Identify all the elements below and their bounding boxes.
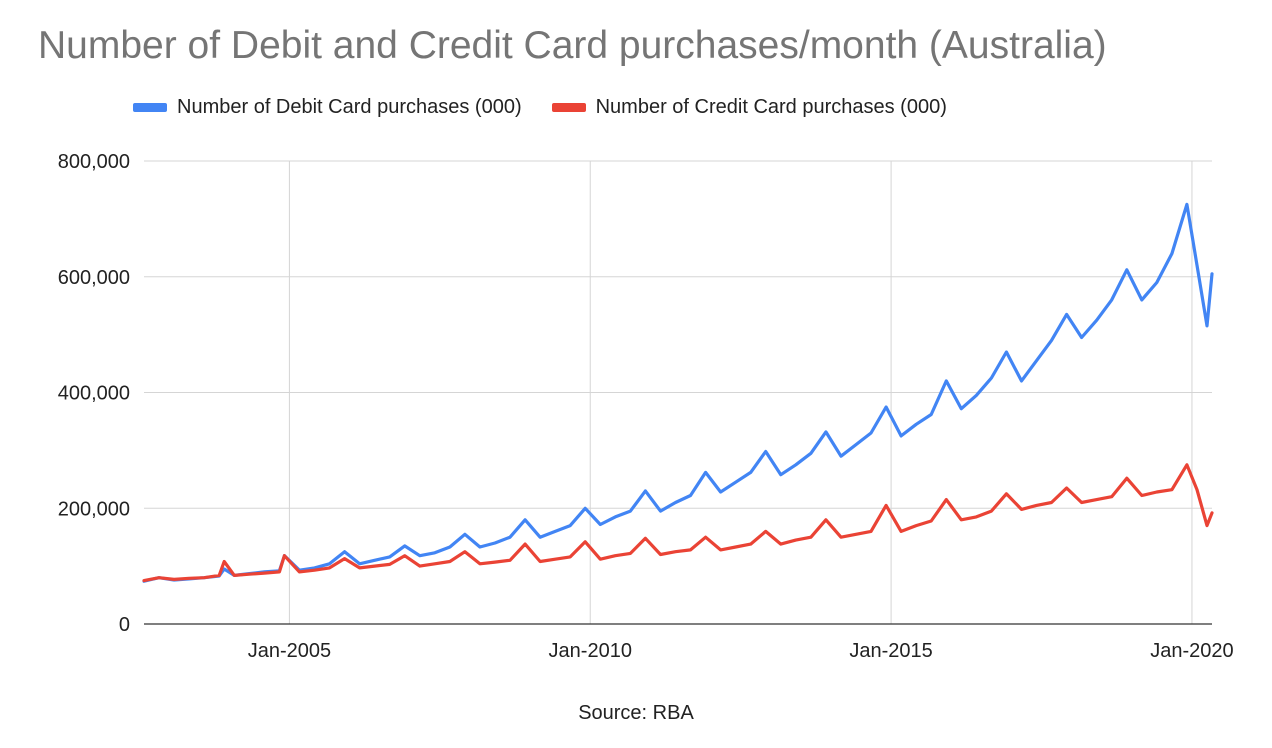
x-tick-label: Jan-2005 bbox=[248, 640, 331, 662]
plot-area: 0 200,000 400,000 600,000 800,000 Jan-2005 Jan… bbox=[58, 151, 1234, 662]
x-tick-label: Jan-2020 bbox=[1150, 640, 1233, 662]
y-tick-label: 400,000 bbox=[58, 383, 130, 405]
x-tick-label: Jan-2015 bbox=[849, 640, 932, 662]
y-tick-label: 800,000 bbox=[58, 151, 130, 173]
credit-series-line bbox=[142, 463, 1214, 583]
legend-swatch-debit bbox=[133, 103, 167, 112]
legend: Number of Debit Card purchases (000) Num… bbox=[133, 96, 977, 119]
y-tick-label: 200,000 bbox=[58, 498, 130, 520]
source-note: Source: RBA bbox=[578, 702, 694, 724]
tick-labels: 0 200,000 400,000 600,000 800,000 Jan-2005 Jan… bbox=[58, 151, 1234, 662]
legend-item-credit[interactable]: Number of Credit Card purchases (000) bbox=[551, 96, 947, 119]
gridlines bbox=[144, 160, 1212, 624]
y-tick-label: 600,000 bbox=[58, 267, 130, 289]
chart-title: Number of Debit and Credit Card purchase… bbox=[38, 24, 1107, 67]
legend-swatch-credit bbox=[551, 103, 586, 112]
legend-item-debit[interactable]: Number of Debit Card purchases (000) bbox=[133, 96, 522, 119]
debit-series-line bbox=[142, 202, 1214, 583]
series-lines bbox=[142, 202, 1214, 583]
legend-label-credit: Number of Credit Card purchases (000) bbox=[595, 96, 947, 118]
y-tick-label: 0 bbox=[119, 614, 130, 636]
x-tick-label: Jan-2010 bbox=[549, 640, 632, 662]
legend-label-debit: Number of Debit Card purchases (000) bbox=[177, 96, 522, 118]
